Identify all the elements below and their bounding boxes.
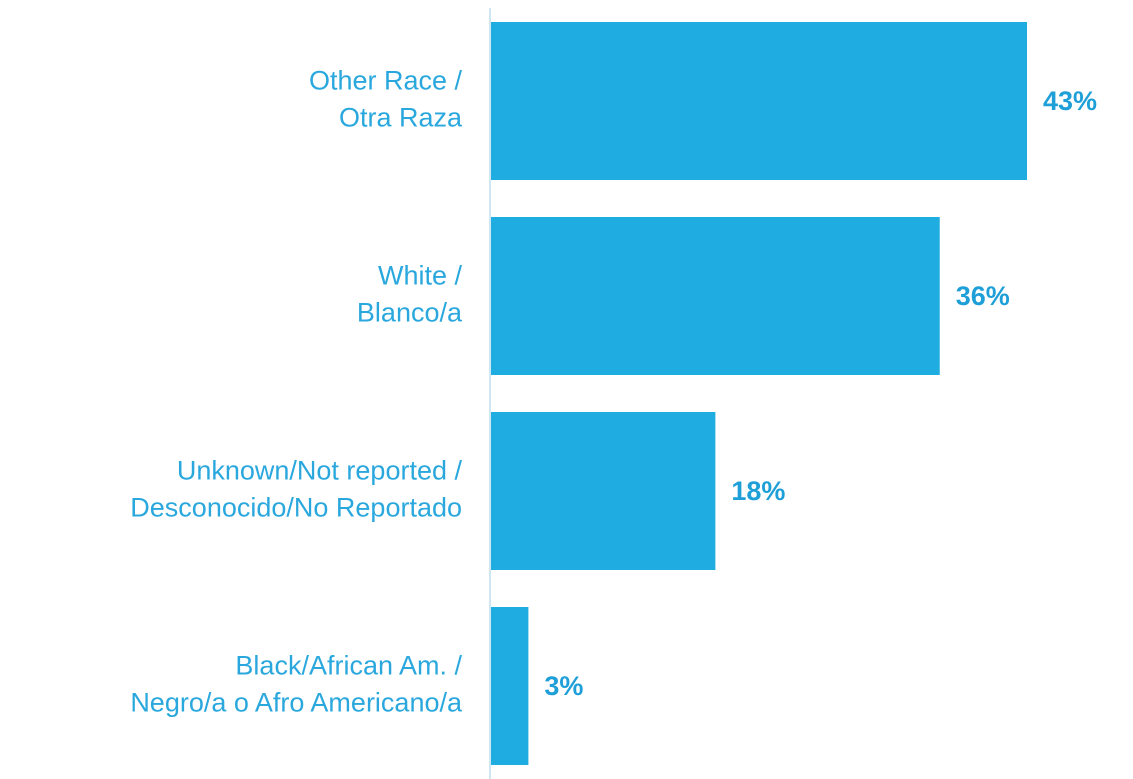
category-label: Unknown/Not reported / xyxy=(177,456,463,486)
category-label: Desconocido/No Reportado xyxy=(130,493,462,523)
category-label: Black/African Am. / xyxy=(235,651,462,681)
value-label: 36% xyxy=(956,281,1010,311)
value-label: 3% xyxy=(544,671,583,701)
bar xyxy=(491,607,529,765)
category-label: Blanco/a xyxy=(357,298,463,328)
bar xyxy=(491,412,716,570)
value-label: 43% xyxy=(1043,86,1097,116)
category-label: Otra Raza xyxy=(339,103,463,133)
category-label: White / xyxy=(378,261,463,291)
bar xyxy=(491,22,1027,180)
category-label: Other Race / xyxy=(309,66,463,96)
bar xyxy=(491,217,940,375)
category-label: Negro/a o Afro Americano/a xyxy=(130,688,463,718)
value-label: 18% xyxy=(731,476,785,506)
